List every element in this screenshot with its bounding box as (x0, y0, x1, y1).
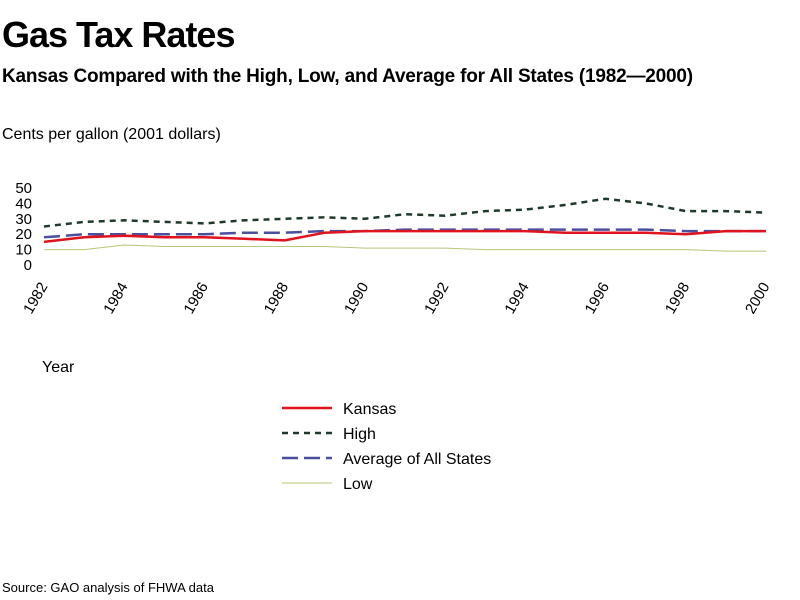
series-line-average-of-all-states (43, 228, 766, 239)
legend-label: High (343, 426, 376, 443)
x-tick-label: 1996 (582, 280, 613, 317)
x-tick-label: 1984 (100, 280, 131, 317)
y-tick-label: 30 (15, 211, 32, 228)
x-tick-label: 1982 (20, 280, 51, 317)
x-tick-label: 1986 (180, 280, 211, 317)
y-tick-label: 20 (15, 226, 32, 243)
y-axis-unit-label: Cents per gallon (2001 dollars) (2, 126, 221, 143)
series-line-low (44, 244, 766, 252)
legend-label: Average of All States (343, 451, 491, 468)
legend: Kansas High Average of All States Low (282, 401, 491, 493)
chart-subtitle: Kansas Compared with the High, Low, and … (2, 66, 693, 87)
y-tick-label: 40 (15, 195, 32, 212)
x-tick-label: 2000 (742, 280, 773, 317)
legend-label: Kansas (343, 401, 396, 418)
x-axis-label: Year (42, 359, 75, 376)
series-line-high (43, 197, 767, 228)
x-tick-labels: 1982 1984 1986 1988 1990 1992 1994 1996 1998 2000 (20, 280, 773, 317)
x-tick-label: 1998 (662, 280, 693, 317)
x-tick-label: 1988 (261, 280, 292, 317)
x-tick-label: 1990 (341, 280, 372, 317)
x-tick-label: 1992 (421, 280, 452, 317)
series-lines (43, 197, 767, 252)
y-tick-label: 10 (15, 242, 32, 259)
y-tick-label: 0 (24, 257, 32, 274)
source-note: Source: GAO analysis of FHWA data (2, 580, 214, 595)
series-line-kansas (43, 229, 766, 244)
x-tick-label: 1994 (501, 280, 532, 317)
y-tick-label: 50 (15, 180, 32, 197)
chart-title: Gas Tax Rates (2, 14, 235, 55)
legend-label: Low (343, 476, 373, 493)
